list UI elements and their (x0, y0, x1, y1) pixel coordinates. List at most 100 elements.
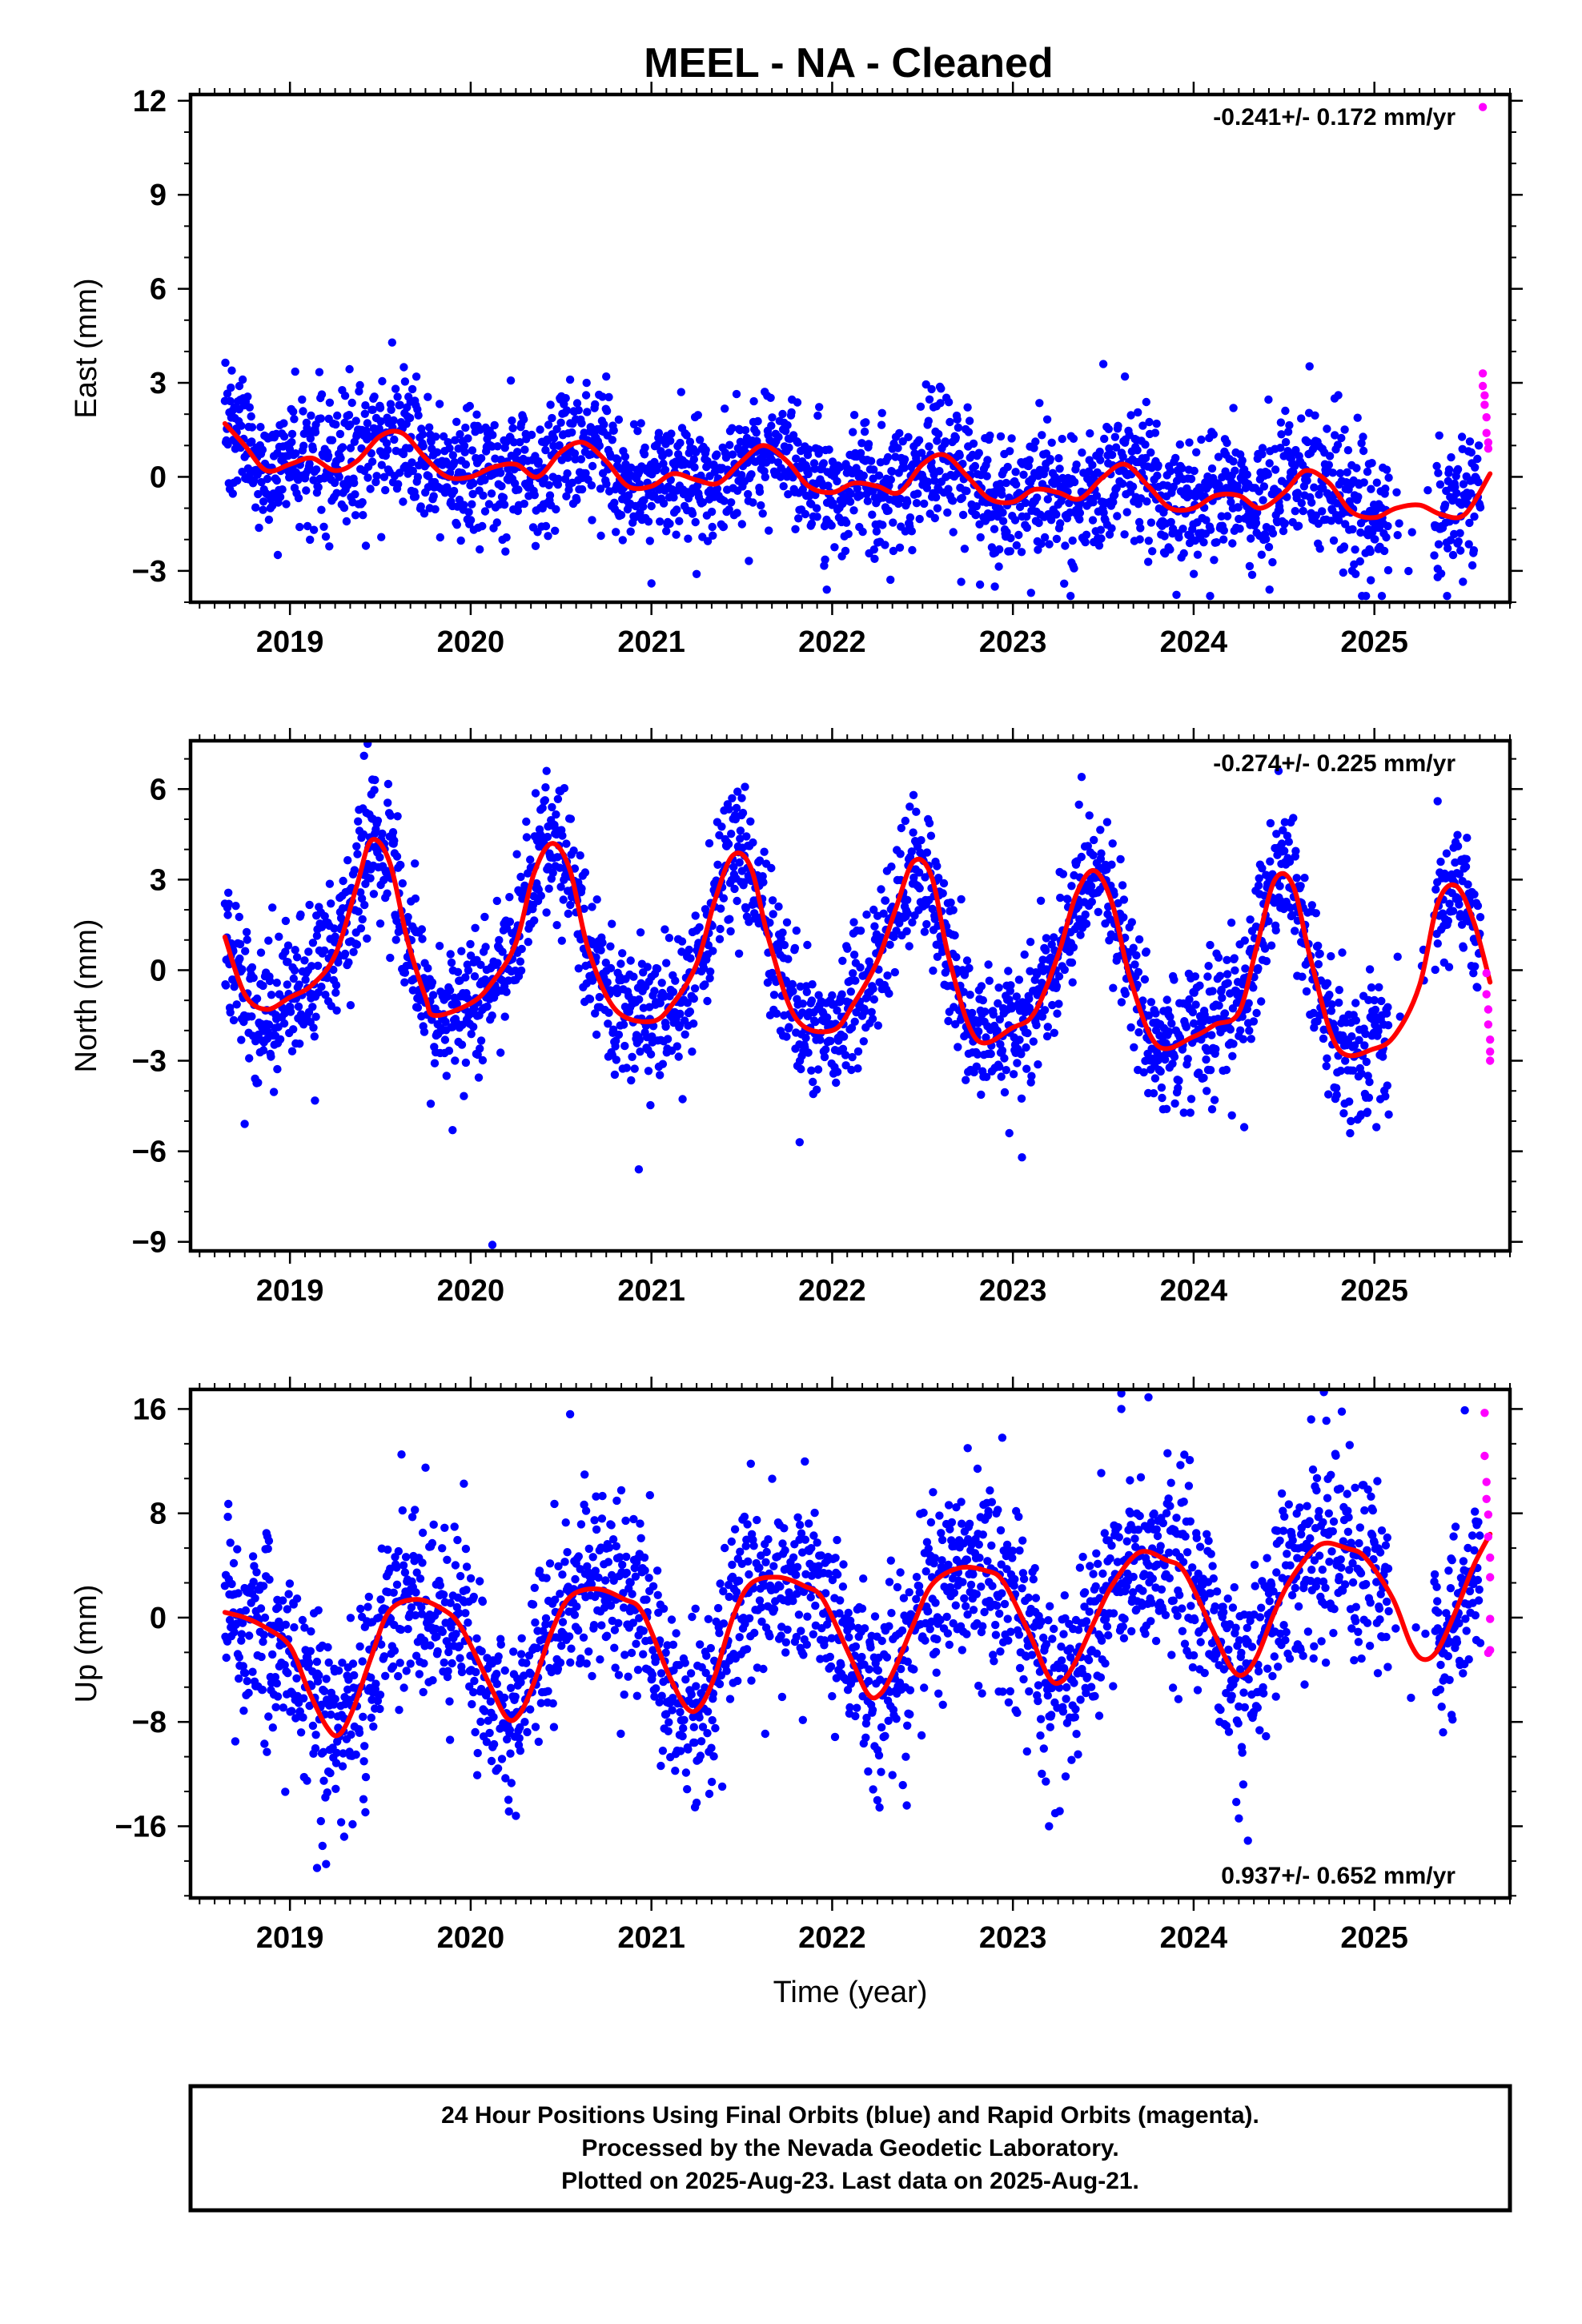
final-orbit-point (774, 902, 783, 911)
final-orbit-point (920, 927, 930, 936)
final-orbit-point (357, 894, 367, 903)
final-orbit-point (273, 1064, 282, 1074)
final-orbit-point (363, 934, 371, 943)
final-orbit-point (973, 1050, 982, 1059)
final-orbit-point (265, 976, 275, 986)
final-orbit-point (636, 928, 645, 937)
final-orbit-point (389, 416, 398, 425)
final-orbit-point (320, 911, 329, 921)
final-orbit-point (1384, 473, 1393, 482)
final-orbit-point (1296, 882, 1305, 891)
final-orbit-point (667, 429, 676, 438)
final-orbit-point (703, 996, 712, 1006)
final-orbit-point (315, 368, 324, 376)
final-orbit-point (1058, 870, 1068, 879)
final-orbit-point (661, 1022, 670, 1031)
final-orbit-point (742, 832, 751, 841)
final-orbit-point (356, 924, 366, 933)
final-orbit-point (669, 987, 678, 996)
final-orbit-point (659, 499, 669, 508)
final-orbit-point (551, 526, 560, 535)
final-orbit-point (954, 1043, 962, 1051)
final-orbit-point (857, 439, 866, 448)
final-orbit-point (591, 1009, 600, 1018)
final-orbit-point (833, 1068, 842, 1076)
final-orbit-point (317, 983, 326, 991)
final-orbit-point (914, 436, 924, 444)
final-orbit-point (1042, 415, 1052, 424)
final-orbit-point (1107, 860, 1116, 869)
final-orbit-point (998, 508, 1007, 517)
final-orbit-point (1075, 515, 1084, 524)
final-orbit-point (295, 522, 304, 532)
final-orbit-point (1107, 524, 1116, 533)
final-orbit-point (884, 506, 893, 515)
final-orbit-point (1351, 569, 1360, 578)
final-orbit-point (648, 1022, 658, 1031)
final-orbit-point (1166, 467, 1175, 476)
final-orbit-point (732, 803, 741, 813)
final-orbit-point (691, 517, 700, 527)
final-orbit-point (340, 392, 350, 400)
final-orbit-point (332, 489, 341, 497)
final-orbit-point (558, 831, 567, 840)
final-orbit-point (430, 1059, 440, 1068)
final-orbit-point (346, 420, 355, 429)
final-orbit-point (1335, 516, 1343, 525)
final-orbit-point (1089, 850, 1098, 860)
final-orbit-point (1231, 466, 1239, 475)
final-orbit-point (226, 1008, 235, 1017)
final-orbit-point (994, 999, 1002, 1008)
final-orbit-point (1444, 465, 1454, 474)
final-orbit-point (516, 957, 525, 966)
final-orbit-point (424, 963, 432, 973)
final-orbit-point (856, 927, 865, 935)
final-orbit-point (1121, 989, 1130, 999)
rapid-orbit-point (1484, 444, 1493, 453)
final-orbit-point (223, 440, 232, 449)
final-orbit-point (849, 969, 857, 978)
final-orbit-point (627, 1076, 636, 1085)
final-orbit-point (801, 509, 810, 519)
final-orbit-point (826, 1036, 835, 1046)
final-orbit-point (283, 958, 292, 967)
final-orbit-point (859, 1037, 869, 1046)
final-orbit-point (585, 995, 595, 1003)
data-layer (220, 103, 1493, 601)
x-tick-label: 2023 (979, 1274, 1047, 1308)
final-orbit-point (1255, 874, 1263, 883)
final-orbit-point (1050, 933, 1058, 942)
final-orbit-point (312, 465, 321, 474)
final-orbit-point (1055, 464, 1064, 473)
final-orbit-point (452, 417, 461, 426)
final-orbit-point (981, 1007, 990, 1016)
final-orbit-point (896, 850, 905, 858)
final-orbit-point (295, 980, 303, 989)
final-orbit-point (1032, 1020, 1041, 1030)
final-orbit-point (1061, 541, 1070, 550)
final-orbit-point (1206, 592, 1215, 601)
final-orbit-point (445, 444, 454, 452)
final-orbit-point (1085, 811, 1094, 820)
final-orbit-point (1011, 468, 1020, 476)
final-orbit-point (1104, 424, 1114, 433)
final-orbit-point (868, 1015, 877, 1023)
final-orbit-point (707, 507, 717, 517)
final-orbit-point (993, 1026, 1002, 1035)
final-orbit-point (870, 554, 879, 563)
final-orbit-point (577, 485, 587, 494)
final-orbit-point (287, 437, 296, 447)
final-orbit-point (1142, 497, 1151, 506)
final-orbit-point (1325, 991, 1334, 999)
final-orbit-point (600, 420, 608, 429)
y-tick-label: 6 (150, 773, 167, 806)
final-orbit-point (378, 376, 387, 386)
final-orbit-point (1170, 1099, 1179, 1108)
final-orbit-point (1202, 1055, 1211, 1064)
final-orbit-point (1190, 466, 1199, 476)
final-orbit-point (1111, 443, 1121, 452)
final-orbit-point (1267, 941, 1276, 950)
final-orbit-point (1166, 1012, 1174, 1022)
final-orbit-point (986, 1049, 995, 1059)
final-orbit-point (367, 457, 377, 466)
